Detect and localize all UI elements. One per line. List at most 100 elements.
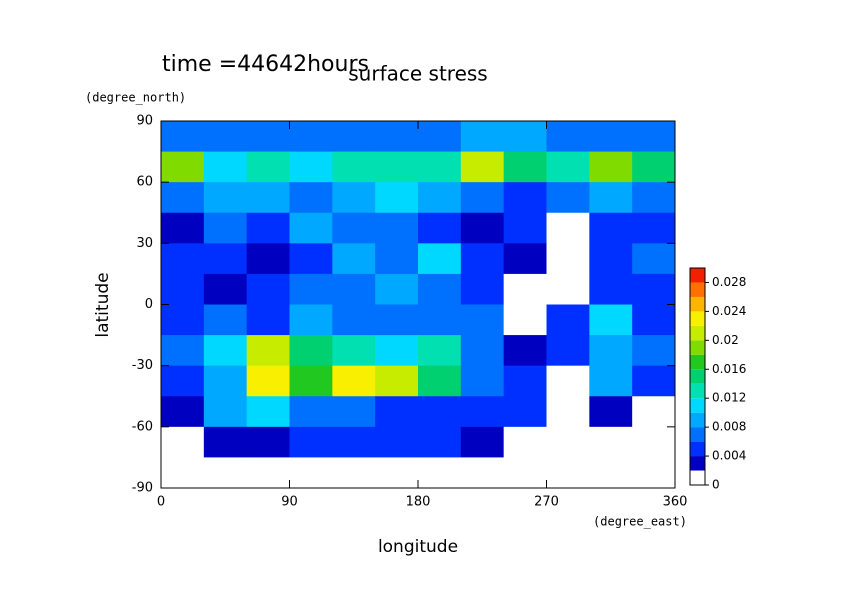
colorbar-tick-label: 0.016 [712, 362, 746, 376]
cell [460, 335, 505, 367]
cell [460, 426, 505, 458]
cell [418, 212, 462, 244]
cell [460, 121, 505, 153]
cell [246, 212, 290, 244]
colorbar-tick-label: 0.024 [712, 304, 746, 318]
y-tick-label: -90 [132, 481, 153, 496]
cell [546, 396, 590, 428]
cell [375, 212, 419, 244]
cell [546, 273, 590, 305]
y-tick-label: 60 [136, 175, 153, 190]
cell [546, 426, 590, 458]
cell [460, 457, 505, 489]
cell [375, 426, 419, 458]
cell [332, 365, 376, 397]
cell [161, 121, 205, 153]
cell [289, 457, 333, 489]
colorbar-segment [690, 369, 705, 384]
colorbar-frame [689, 267, 706, 486]
cell [203, 273, 248, 305]
cell [332, 335, 376, 367]
y-axis-label: latitude [93, 272, 113, 337]
cell [375, 335, 419, 367]
cell [289, 212, 333, 244]
cell [203, 365, 248, 397]
cell [289, 396, 333, 428]
x-tick-label: 360 [663, 495, 688, 510]
cell [203, 335, 248, 367]
cell [589, 121, 633, 153]
cell [589, 304, 633, 336]
cell [203, 243, 248, 275]
cell [503, 212, 547, 244]
cell [375, 365, 419, 397]
colorbar-segment [690, 441, 705, 457]
cell [332, 182, 376, 214]
cell [375, 121, 419, 153]
cell [375, 182, 419, 214]
cell [246, 273, 290, 305]
cell [460, 304, 505, 336]
cell [289, 243, 333, 275]
cell [375, 151, 419, 183]
cell [246, 243, 290, 275]
cell [161, 396, 205, 428]
y-tick-label: 0 [145, 297, 153, 312]
cell [589, 212, 633, 244]
colorbar-segment [690, 470, 705, 485]
cell [246, 457, 290, 489]
colorbar-segment [690, 412, 705, 428]
cell [418, 121, 462, 153]
cell [418, 365, 462, 397]
cell [161, 335, 205, 367]
cell [589, 243, 633, 275]
cell [332, 151, 376, 183]
cell [289, 335, 333, 367]
colorbar-segment [690, 383, 705, 399]
cell [332, 457, 376, 489]
colorbar-segment [690, 268, 705, 283]
cell [418, 243, 462, 275]
cell [289, 151, 333, 183]
cell [546, 243, 590, 275]
cell [589, 151, 633, 183]
colorbar-tick-label: 0.012 [712, 391, 746, 405]
cell [246, 335, 290, 367]
cell [503, 457, 547, 489]
cell [418, 426, 462, 458]
cell [332, 212, 376, 244]
cell [332, 273, 376, 305]
cell [375, 243, 419, 275]
colorbar-segment [690, 311, 705, 326]
cell [632, 212, 676, 244]
y-tick-label: 90 [136, 114, 153, 129]
cell [375, 304, 419, 336]
cell [246, 304, 290, 336]
cell [503, 365, 547, 397]
colorbar-tick-label: 0.028 [712, 275, 746, 289]
cell [503, 182, 547, 214]
subtitle: time =44642hours [162, 52, 369, 77]
colorbar-segment [690, 456, 705, 471]
cell [332, 121, 376, 153]
cell [418, 457, 462, 489]
cell [203, 457, 248, 489]
cell [289, 426, 333, 458]
cell [460, 182, 505, 214]
cell [503, 396, 547, 428]
cell [203, 151, 248, 183]
colorbar-tick-label: 0 [712, 478, 720, 492]
colorbar-segment [690, 340, 705, 355]
cell [161, 426, 205, 458]
cell [161, 457, 205, 489]
cell [246, 151, 290, 183]
cell [589, 396, 633, 428]
cell [246, 396, 290, 428]
colorbar-tick-label: 0.008 [712, 420, 746, 434]
x-tick-label: 0 [157, 495, 165, 510]
cell [460, 273, 505, 305]
cell [375, 396, 419, 428]
cell [460, 396, 505, 428]
cell [632, 335, 676, 367]
